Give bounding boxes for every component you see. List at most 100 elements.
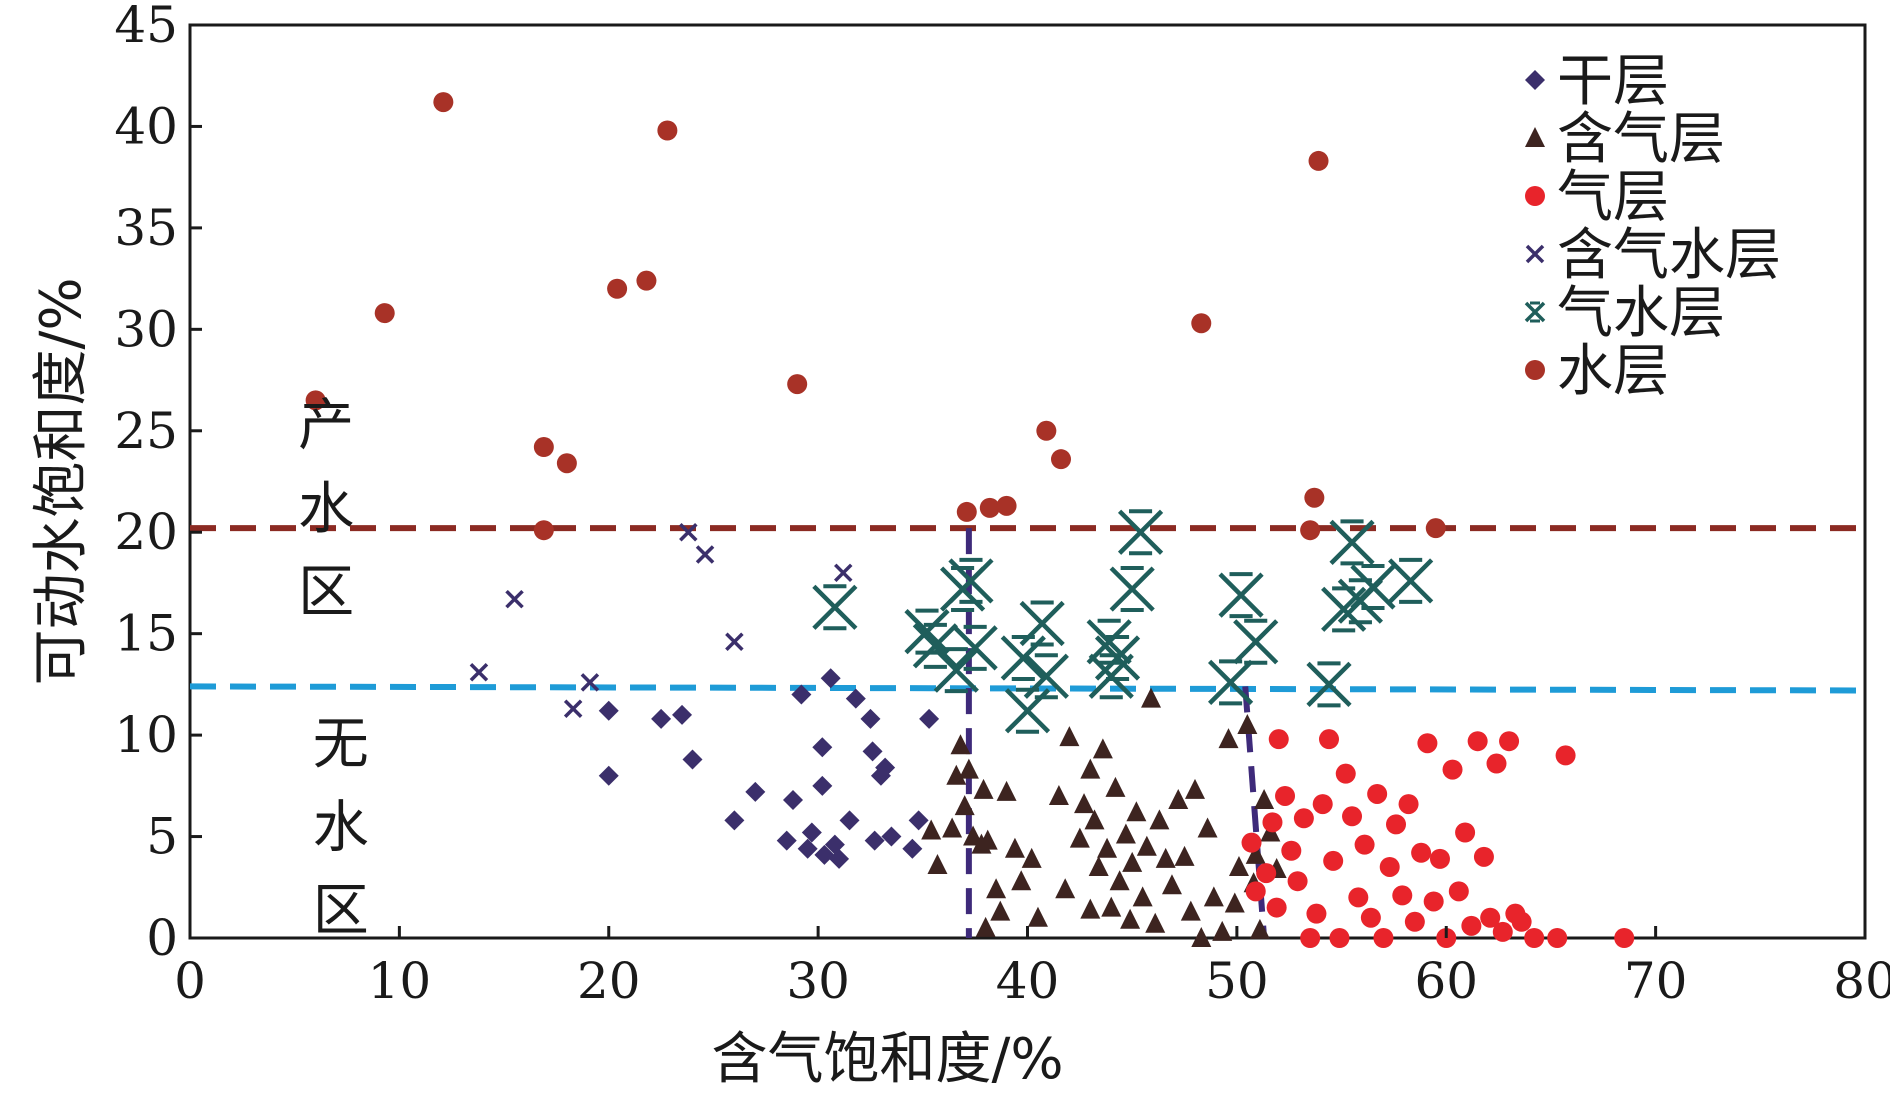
data-point bbox=[1398, 794, 1419, 815]
data-point bbox=[1245, 881, 1266, 902]
data-point bbox=[1120, 908, 1141, 929]
data-point bbox=[1105, 776, 1126, 797]
data-point bbox=[1262, 812, 1283, 833]
data-point bbox=[1191, 927, 1212, 947]
data-point bbox=[787, 374, 808, 395]
data-point bbox=[1323, 850, 1344, 871]
data-point bbox=[1101, 896, 1122, 917]
legend-item: 气层 bbox=[1525, 165, 1669, 230]
data-point bbox=[973, 778, 994, 799]
data-point bbox=[1329, 928, 1350, 948]
data-point bbox=[996, 495, 1017, 516]
data-point bbox=[912, 622, 958, 669]
data-point bbox=[1312, 794, 1333, 815]
legend-item: 含气层 bbox=[1525, 107, 1725, 172]
data-point bbox=[1208, 659, 1254, 706]
star-mark-stroke bbox=[812, 584, 858, 630]
x-mark-stroke bbox=[580, 673, 600, 692]
legend-label: 水层 bbox=[1557, 339, 1669, 404]
data-point bbox=[1132, 886, 1153, 907]
star-mark-stroke bbox=[948, 558, 994, 604]
data-point bbox=[1254, 789, 1275, 810]
legend-marker bbox=[1525, 244, 1545, 264]
data-point bbox=[1306, 661, 1352, 708]
data-point bbox=[1048, 784, 1069, 805]
data-point bbox=[1425, 518, 1446, 539]
data-point bbox=[1268, 729, 1289, 750]
data-point bbox=[1461, 915, 1482, 936]
data-point bbox=[682, 749, 703, 770]
x-tick-label: 70 bbox=[1624, 952, 1688, 1010]
data-point bbox=[607, 278, 628, 299]
data-point bbox=[1287, 871, 1308, 892]
data-point bbox=[1388, 557, 1434, 604]
data-point bbox=[1524, 928, 1545, 948]
data-point bbox=[1256, 863, 1277, 884]
star-mark-stroke bbox=[1019, 600, 1065, 647]
data-point bbox=[979, 497, 1000, 518]
data-point bbox=[948, 557, 994, 604]
x-tick-label: 0 bbox=[174, 952, 206, 1010]
y-tick-label: 35 bbox=[114, 199, 178, 257]
star-mark-stroke bbox=[912, 623, 958, 669]
y-tick-label: 45 bbox=[114, 0, 178, 54]
star-mark-stroke bbox=[1306, 661, 1352, 707]
y-tick-label: 25 bbox=[114, 402, 178, 460]
data-point bbox=[1480, 907, 1501, 928]
data-point bbox=[1350, 564, 1396, 611]
data-point bbox=[1212, 920, 1233, 941]
data-point bbox=[862, 741, 883, 762]
data-point bbox=[1161, 874, 1182, 895]
data-point bbox=[1122, 851, 1143, 872]
data-point bbox=[921, 819, 942, 840]
data-point bbox=[1084, 809, 1105, 830]
data-point bbox=[556, 453, 577, 474]
star-mark-stroke bbox=[1388, 558, 1434, 604]
legend-label: 气水层 bbox=[1557, 281, 1725, 346]
data-point bbox=[1094, 635, 1141, 682]
data-point bbox=[904, 608, 950, 655]
data-point bbox=[1155, 847, 1176, 868]
data-point bbox=[958, 758, 979, 779]
data-point bbox=[1467, 731, 1488, 752]
data-point bbox=[1233, 618, 1279, 665]
y-tick-label: 5 bbox=[146, 808, 178, 866]
data-point bbox=[1348, 887, 1369, 908]
star-mark-stroke bbox=[1218, 572, 1264, 618]
data-point bbox=[1019, 600, 1065, 647]
star-mark-stroke bbox=[1117, 509, 1164, 555]
x-tick-label: 60 bbox=[1414, 952, 1478, 1010]
data-point bbox=[745, 781, 766, 802]
data-point bbox=[860, 708, 881, 729]
data-point bbox=[1059, 726, 1080, 747]
data-point bbox=[1281, 840, 1302, 861]
series-5 bbox=[305, 92, 1446, 541]
data-point bbox=[783, 790, 803, 811]
star-mark-stroke bbox=[1524, 301, 1546, 323]
data-point bbox=[1174, 845, 1195, 866]
data-point bbox=[651, 708, 672, 729]
data-point bbox=[598, 765, 619, 786]
data-point bbox=[881, 826, 902, 847]
data-point bbox=[839, 810, 860, 831]
data-point bbox=[1308, 150, 1329, 171]
data-point bbox=[1149, 809, 1170, 830]
data-point bbox=[1275, 785, 1296, 806]
data-point bbox=[942, 817, 963, 838]
y-tick-label: 30 bbox=[114, 300, 178, 358]
data-point bbox=[1335, 763, 1356, 784]
data-point bbox=[725, 632, 744, 652]
data-point bbox=[1218, 728, 1239, 749]
data-point bbox=[374, 303, 395, 324]
x-tick-label: 50 bbox=[1205, 952, 1269, 1010]
zone-label-char: 水 bbox=[298, 477, 354, 542]
legend-item: 含气水层 bbox=[1525, 223, 1781, 288]
series-4 bbox=[812, 509, 1434, 734]
data-point bbox=[1126, 801, 1147, 822]
x-mark-stroke bbox=[469, 662, 489, 682]
x-tick-label: 30 bbox=[786, 952, 850, 1010]
data-point bbox=[1442, 759, 1463, 780]
y-tick-label: 20 bbox=[114, 503, 178, 561]
data-point bbox=[1080, 898, 1101, 919]
